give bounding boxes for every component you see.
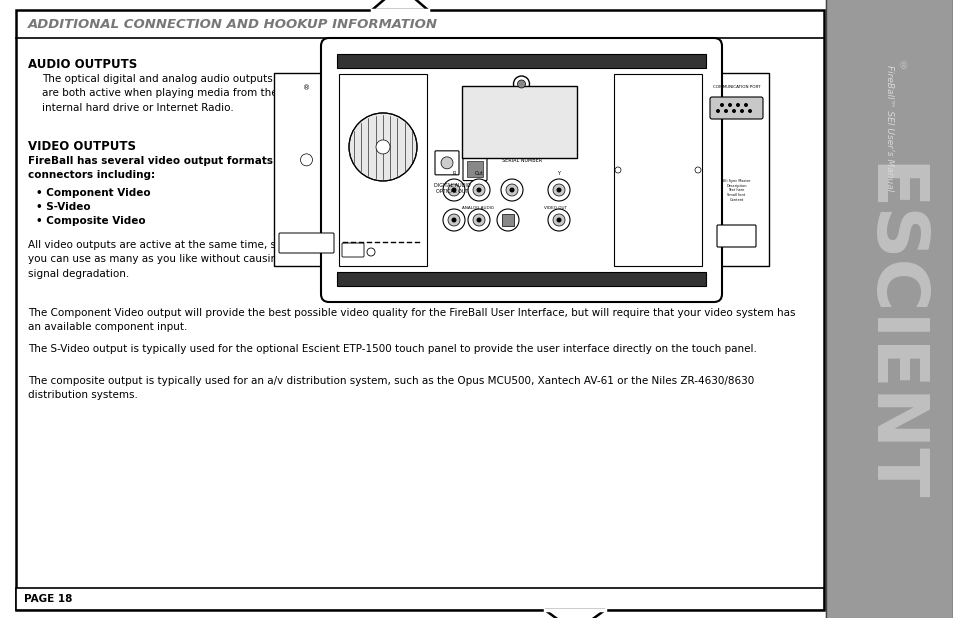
Text: The composite output is typically used for an a/v distribution system, such as t: The composite output is typically used f… <box>28 376 754 400</box>
Circle shape <box>743 103 747 107</box>
Text: SEi Sync Master
Description
Text here
Small font
Content: SEi Sync Master Description Text here Sm… <box>721 179 750 201</box>
Circle shape <box>497 209 518 231</box>
Circle shape <box>547 209 569 231</box>
Text: VIDEO OUTPUTS: VIDEO OUTPUTS <box>28 140 136 153</box>
Circle shape <box>695 167 700 173</box>
Circle shape <box>513 76 529 92</box>
Circle shape <box>747 109 751 113</box>
Text: Out: Out <box>474 171 483 176</box>
Circle shape <box>476 218 481 222</box>
Bar <box>16 588 823 610</box>
Circle shape <box>448 184 459 196</box>
FancyBboxPatch shape <box>341 243 364 257</box>
Circle shape <box>735 103 740 107</box>
Text: ANALOG AUDIO: ANALOG AUDIO <box>461 206 494 210</box>
FancyBboxPatch shape <box>717 225 755 247</box>
Circle shape <box>300 154 313 166</box>
Circle shape <box>720 103 723 107</box>
Circle shape <box>615 167 620 173</box>
Text: The optical digital and analog audio outputs
are both active when playing media : The optical digital and analog audio out… <box>42 74 277 113</box>
Circle shape <box>440 157 453 169</box>
Text: Y: Y <box>557 171 560 176</box>
Bar <box>336 54 705 68</box>
FancyBboxPatch shape <box>320 38 721 302</box>
Text: SERIAL NUMBER: SERIAL NUMBER <box>501 158 541 164</box>
Circle shape <box>349 113 416 181</box>
Text: FireBall has several video output formats and
connectors including:: FireBall has several video output format… <box>28 156 298 180</box>
Polygon shape <box>544 610 604 618</box>
Text: ®: ® <box>898 61 908 71</box>
Bar <box>16 10 823 38</box>
Text: R: R <box>452 171 456 176</box>
Circle shape <box>476 187 481 192</box>
Circle shape <box>731 109 735 113</box>
Circle shape <box>500 179 522 201</box>
Circle shape <box>553 214 564 226</box>
Circle shape <box>556 187 561 192</box>
Circle shape <box>468 209 490 231</box>
FancyBboxPatch shape <box>435 151 458 175</box>
Text: COMMUNICATION PORT: COMMUNICATION PORT <box>712 85 760 89</box>
Text: • Composite Video: • Composite Video <box>36 216 146 226</box>
Bar <box>16 10 823 610</box>
Bar <box>467 161 482 177</box>
Text: • S-Video: • S-Video <box>36 202 91 212</box>
Circle shape <box>553 184 564 196</box>
Circle shape <box>375 140 390 154</box>
Bar <box>461 87 577 158</box>
Text: ®: ® <box>303 85 310 91</box>
Text: All video outputs are active at the same time, so
you can use as many as you lik: All video outputs are active at the same… <box>28 240 283 279</box>
Circle shape <box>473 214 484 226</box>
Circle shape <box>468 179 490 201</box>
Circle shape <box>367 248 375 256</box>
Text: ESCIENT: ESCIENT <box>855 163 923 503</box>
Circle shape <box>448 214 459 226</box>
Circle shape <box>451 218 456 222</box>
Text: ADDITIONAL CONNECTION AND HOOKUP INFORMATION: ADDITIONAL CONNECTION AND HOOKUP INFORMA… <box>28 17 437 30</box>
Text: The S-Video output is typically used for the optional Escient ETP-1500 touch pan: The S-Video output is typically used for… <box>28 344 756 354</box>
Circle shape <box>509 187 514 192</box>
Circle shape <box>547 179 569 201</box>
Bar <box>336 272 705 286</box>
Circle shape <box>556 218 561 222</box>
Circle shape <box>723 109 727 113</box>
Text: PAGE 18: PAGE 18 <box>24 594 72 604</box>
Bar <box>338 74 427 266</box>
Circle shape <box>727 103 731 107</box>
FancyBboxPatch shape <box>278 233 334 253</box>
Text: The Component Video output will provide the best possible video quality for the : The Component Video output will provide … <box>28 308 795 332</box>
Circle shape <box>442 209 464 231</box>
Polygon shape <box>372 0 428 10</box>
Circle shape <box>517 80 525 88</box>
Circle shape <box>716 109 720 113</box>
Text: VIDEO OUT: VIDEO OUT <box>543 206 566 210</box>
Text: AUDIO OUTPUTS: AUDIO OUTPUTS <box>28 58 137 71</box>
Bar <box>614 74 701 266</box>
Circle shape <box>473 184 484 196</box>
Bar <box>274 73 338 266</box>
Bar <box>703 73 768 266</box>
Circle shape <box>505 184 517 196</box>
Circle shape <box>451 187 456 192</box>
Bar <box>825 0 953 618</box>
Text: • Component Video: • Component Video <box>36 188 151 198</box>
Circle shape <box>740 109 743 113</box>
Circle shape <box>442 179 464 201</box>
Text: DIGITAL AUDIO
OPTICAL OUT: DIGITAL AUDIO OPTICAL OUT <box>434 184 470 194</box>
Text: FireBall™ SEI User’s Manual: FireBall™ SEI User’s Manual <box>884 65 894 191</box>
FancyBboxPatch shape <box>709 97 762 119</box>
Bar <box>501 214 514 226</box>
FancyBboxPatch shape <box>462 156 486 180</box>
